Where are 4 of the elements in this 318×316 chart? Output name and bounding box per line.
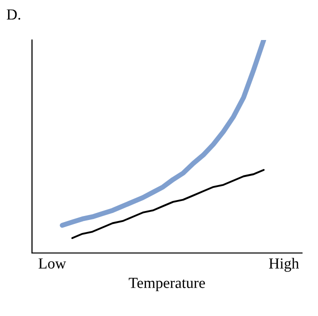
chart-title: D. xyxy=(6,9,20,20)
x-axis-title: Temperature xyxy=(128,278,205,292)
x-tick-label: High xyxy=(269,258,299,272)
x-tick-label: Low xyxy=(38,258,66,269)
